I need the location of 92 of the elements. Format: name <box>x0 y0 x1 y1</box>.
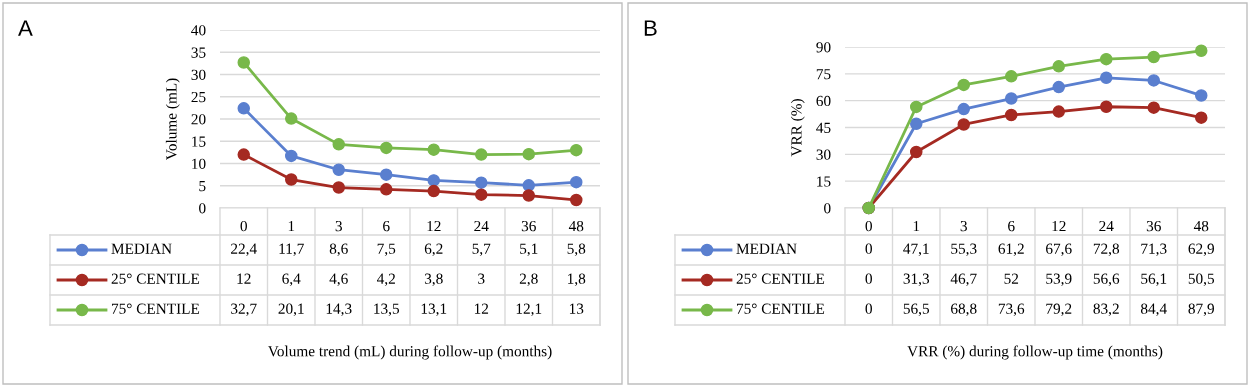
data-label: 13,1 <box>421 303 447 317</box>
x-tick-label: 6 <box>383 220 390 232</box>
y-tick-label: 20 <box>191 114 206 125</box>
x-tick-label: 48 <box>1193 220 1209 232</box>
y-tick-label: 25 <box>191 91 206 103</box>
y-tick-label: 75 <box>816 69 831 80</box>
data-label: 67,6 <box>1046 243 1072 257</box>
y-tick-label: 60 <box>816 95 831 107</box>
data-label: 31,3 <box>903 273 930 287</box>
y-tick-label: 0 <box>199 203 206 214</box>
data-label: 6,4 <box>282 273 301 287</box>
data-label: 14,3 <box>326 303 352 317</box>
x-tick-label: 0 <box>865 220 872 232</box>
data-label: 56,1 <box>1141 273 1167 287</box>
data-label: 72,8 <box>1093 243 1120 257</box>
x-axis-title: Volume trend (mL) during follow-up (months) <box>267 345 552 360</box>
legend-label: 75° CENTILE <box>112 303 200 314</box>
data-label: 32,7 <box>231 303 257 317</box>
y-tick-label: 5 <box>199 181 206 192</box>
data-label: 5,1 <box>520 243 538 257</box>
y-tick-label: 90 <box>816 42 831 53</box>
data-label: 68,8 <box>951 303 977 317</box>
x-tick-label: 36 <box>1146 220 1161 232</box>
data-label: 3 <box>478 273 485 284</box>
x-tick-label: 48 <box>568 220 584 232</box>
data-label: 56,5 <box>903 303 930 317</box>
y-tick-label: 30 <box>816 149 831 160</box>
legend-label: MEDIAN <box>111 243 172 254</box>
data-label: 2,8 <box>519 273 538 287</box>
y-tick-label: 0 <box>824 203 831 214</box>
y-axis-title: VRR (%) <box>790 99 805 157</box>
data-label: 12 <box>237 273 251 284</box>
data-label: 3,8 <box>424 273 443 287</box>
data-label: 0 <box>865 273 872 284</box>
legend-label: 25° CENTILE <box>736 273 825 284</box>
data-label: 1,8 <box>568 273 586 287</box>
x-tick-label: 3 <box>335 220 342 232</box>
x-tick-label: 0 <box>240 220 247 232</box>
data-label: 53,9 <box>1046 273 1072 287</box>
legend-label: MEDIAN <box>736 243 797 254</box>
y-axis-title: Volume (mL) <box>165 78 180 161</box>
data-label: 5,7 <box>472 243 491 257</box>
data-label: 71,3 <box>1141 243 1167 257</box>
y-tick-label: 45 <box>816 122 831 133</box>
data-label: 79,2 <box>1046 303 1072 317</box>
legend-label: 25° CENTILE <box>111 273 200 284</box>
y-tick-label: 15 <box>192 136 206 147</box>
data-label: 61,2 <box>998 243 1024 257</box>
data-label: 13,5 <box>374 303 400 317</box>
data-label: 22,4 <box>231 243 257 257</box>
data-label: 0 <box>865 243 872 254</box>
x-tick-label: 6 <box>1008 220 1015 232</box>
x-tick-label: 36 <box>521 220 536 232</box>
text: A <box>18 20 33 36</box>
data-label: 52 <box>1004 273 1019 284</box>
data-label: 20,1 <box>278 303 304 317</box>
data-label: 4,2 <box>377 273 395 287</box>
y-tick-label: 15 <box>817 176 831 187</box>
x-tick-label: 24 <box>1099 220 1114 232</box>
y-tick-label: 35 <box>191 47 206 58</box>
x-tick-label: 12 <box>427 220 441 232</box>
y-tick-label: 10 <box>192 158 206 169</box>
y-tick-label: 40 <box>191 25 206 36</box>
data-label: 84,4 <box>1140 303 1167 317</box>
data-label: 87,9 <box>1188 303 1214 317</box>
text: B <box>644 20 657 36</box>
data-label: 7,5 <box>377 243 396 257</box>
data-label: 11,7 <box>279 243 304 257</box>
x-axis-title: VRR (%) during follow-up time (months) <box>907 345 1163 360</box>
x-tick-label: 24 <box>474 220 489 232</box>
x-tick-label: 12 <box>1052 220 1066 232</box>
data-label: 50,5 <box>1188 273 1215 287</box>
data-label: 12,1 <box>516 303 542 317</box>
data-label: 73,6 <box>998 303 1025 317</box>
x-tick-label: 3 <box>960 220 967 232</box>
data-label: 8,6 <box>329 243 348 257</box>
data-label: 47,1 <box>903 243 929 257</box>
data-label: 6,2 <box>424 243 443 257</box>
data-label: 0 <box>865 303 872 314</box>
data-label: 5,8 <box>567 243 586 257</box>
data-label: 4,6 <box>329 273 348 287</box>
x-tick-label: 1 <box>913 221 920 232</box>
data-label: 46,7 <box>950 273 977 287</box>
legend-label: 75° CENTILE <box>737 303 825 314</box>
data-label: 56,6 <box>1093 273 1120 287</box>
data-label: 55,3 <box>951 243 977 257</box>
data-label: 13 <box>569 303 584 314</box>
y-tick-label: 30 <box>191 69 206 80</box>
data-label: 83,2 <box>1093 303 1119 317</box>
data-label: 62,9 <box>1188 243 1214 257</box>
x-tick-label: 1 <box>288 221 295 232</box>
data-label: 12 <box>474 303 489 314</box>
